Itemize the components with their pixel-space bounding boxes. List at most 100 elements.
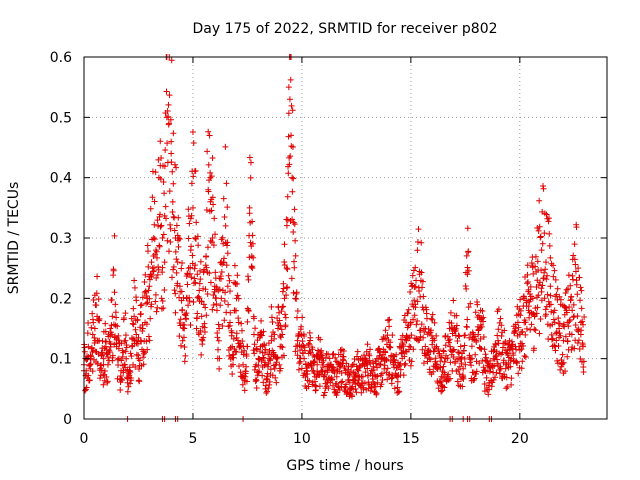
data-point: [164, 237, 171, 244]
data-point: [127, 369, 134, 376]
data-point: [456, 363, 463, 370]
data-point: [551, 267, 558, 274]
data-point: [172, 248, 179, 255]
data-point: [377, 361, 384, 368]
data-point: [249, 232, 256, 239]
data-point: [407, 319, 414, 326]
data-point: [235, 363, 242, 370]
data-point: [496, 370, 503, 377]
data-point: [210, 242, 217, 249]
data-point: [135, 355, 142, 362]
data-point: [480, 364, 487, 371]
data-point: [104, 378, 111, 385]
data-point: [454, 378, 461, 385]
data-point: [343, 381, 350, 388]
data-point: [144, 295, 151, 302]
data-point: [462, 282, 469, 289]
data-point: [164, 107, 171, 114]
data-point: [535, 292, 542, 299]
data-point: [197, 276, 204, 283]
data-point: [559, 360, 566, 367]
data-point: [483, 374, 490, 381]
data-point: [130, 336, 137, 343]
data-point: [518, 346, 525, 353]
data-point: [571, 345, 578, 352]
data-point: [384, 376, 391, 383]
data-point: [189, 252, 196, 259]
data-point: [195, 242, 202, 249]
data-point: [437, 364, 444, 371]
data-point: [265, 360, 272, 367]
data-point: [133, 351, 140, 358]
data-point: [198, 351, 205, 358]
data-point: [544, 272, 551, 279]
chart-title: Day 175 of 2022, SRMTID for receiver p80…: [192, 21, 497, 37]
data-point: [560, 359, 567, 366]
data-point: [471, 375, 478, 382]
data-point: [412, 264, 419, 271]
data-point: [554, 360, 561, 367]
data-point: [235, 315, 242, 322]
data-point: [117, 386, 124, 393]
data-point: [536, 223, 543, 230]
data-point: [119, 377, 126, 384]
data-point: [454, 349, 461, 356]
data-point: [402, 360, 409, 367]
data-point: [542, 266, 549, 273]
data-point: [215, 321, 222, 328]
data-point: [440, 348, 447, 355]
data-point: [382, 349, 389, 356]
data-point: [203, 253, 210, 260]
data-point: [156, 242, 163, 249]
data-point: [165, 120, 172, 127]
data-point: [512, 327, 519, 334]
data-point: [104, 361, 111, 368]
data-point: [333, 373, 340, 380]
data-point: [242, 373, 249, 380]
data-point: [135, 377, 142, 384]
data-point: [243, 352, 250, 359]
data-point: [151, 264, 158, 271]
data-point: [181, 358, 188, 365]
data-point: [133, 331, 140, 338]
data-point: [146, 276, 153, 283]
data-point: [83, 384, 90, 391]
data-point: [179, 259, 186, 266]
data-point: [231, 307, 238, 314]
data-point: [221, 317, 228, 324]
data-point: [574, 291, 581, 298]
data-point: [227, 319, 234, 326]
data-point: [539, 282, 546, 289]
data-point: [448, 320, 455, 327]
data-point: [438, 373, 445, 380]
data-point: [278, 308, 285, 315]
data-point: [423, 310, 430, 317]
data-point: [216, 355, 223, 362]
data-point: [132, 363, 139, 370]
data-point: [218, 275, 225, 282]
data-point: [98, 367, 105, 374]
data-point: [221, 214, 228, 221]
data-point: [261, 342, 268, 349]
data-point: [360, 386, 367, 393]
data-point: [157, 162, 164, 169]
data-point: [420, 360, 427, 367]
data-point: [306, 329, 313, 336]
data-point: [440, 363, 447, 370]
data-point: [180, 334, 187, 341]
data-point: [216, 365, 223, 372]
data-point: [277, 343, 284, 350]
data-point: [187, 321, 194, 328]
data-point: [293, 296, 300, 303]
data-point: [154, 304, 161, 311]
data-point: [340, 353, 347, 360]
data-point: [373, 390, 380, 397]
data-point: [138, 338, 145, 345]
data-point: [450, 297, 457, 304]
data-point: [568, 346, 575, 353]
data-point: [140, 361, 147, 368]
data-point: [409, 272, 416, 279]
data-point: [179, 337, 186, 344]
data-point: [250, 331, 257, 338]
data-point: [241, 387, 248, 394]
